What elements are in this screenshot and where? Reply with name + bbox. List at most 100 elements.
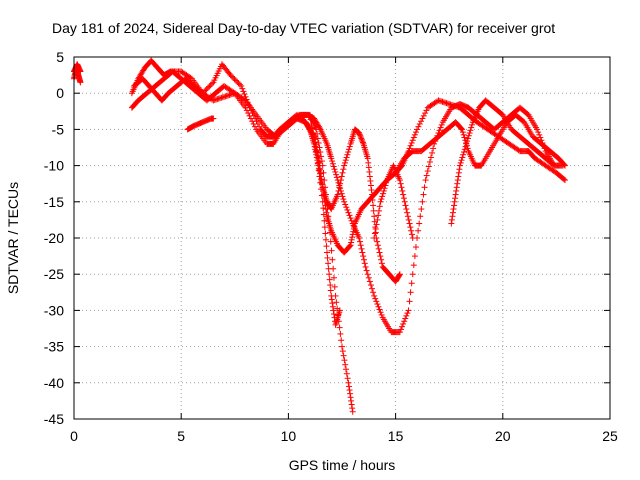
data-point [323, 243, 330, 250]
data-point [210, 115, 217, 122]
data-point [423, 172, 430, 179]
data-point [407, 224, 414, 231]
data-point [324, 206, 331, 213]
data-point [376, 203, 383, 210]
data-point [358, 245, 365, 252]
data-point [461, 134, 468, 141]
y-tick-label: -40 [44, 375, 64, 391]
data-point [359, 249, 366, 256]
data-point [459, 126, 466, 133]
data-point [371, 292, 378, 299]
data-point [337, 187, 344, 194]
data-point [396, 272, 403, 279]
data-point [321, 177, 328, 184]
data-point [420, 191, 427, 198]
data-point [321, 217, 328, 224]
data-point [356, 238, 363, 245]
data-point [450, 206, 457, 213]
data-point [380, 190, 387, 197]
data-point [420, 112, 427, 119]
data-point [468, 121, 475, 128]
data-point [466, 130, 473, 137]
data-point [330, 163, 337, 170]
data-point [412, 244, 419, 251]
data-point [311, 139, 318, 146]
data-point [460, 149, 467, 156]
data-point [331, 283, 338, 290]
data-point [408, 280, 415, 287]
data-point [243, 107, 250, 114]
data-point [400, 191, 407, 198]
data-point [376, 249, 383, 256]
data-point [356, 235, 363, 241]
data-point [412, 129, 419, 136]
data-point [400, 195, 407, 202]
data-point [329, 256, 336, 263]
data-point [329, 158, 336, 165]
data-point [325, 260, 332, 267]
data-point [344, 206, 351, 213]
data-point [339, 348, 346, 355]
data-point [378, 256, 385, 263]
data-point [422, 177, 429, 184]
data-point [404, 209, 411, 216]
data-point [344, 151, 351, 158]
data-point [348, 217, 355, 224]
data-point [316, 173, 323, 180]
axis-ticks: 0 5 10 15 20 25 5 0 -5 -10 -15 -20 -25 -30 -35 -40 -45 [44, 49, 618, 444]
data-point [340, 352, 347, 359]
data-point [318, 158, 325, 165]
data-point [365, 164, 372, 171]
data-point [327, 238, 334, 245]
data-point [307, 116, 314, 123]
data-point [249, 118, 256, 125]
data-point [329, 160, 336, 167]
data-point [449, 209, 456, 216]
data-point [399, 323, 406, 330]
data-point [452, 195, 459, 202]
data-point [365, 274, 372, 281]
data-point [338, 337, 345, 344]
series-trace-k [371, 162, 416, 241]
data-point [318, 153, 325, 160]
data-point [417, 213, 424, 220]
data-point [396, 271, 403, 278]
data-point [429, 149, 436, 156]
data-point [407, 289, 414, 296]
data-point [336, 324, 343, 331]
data-point [405, 216, 412, 223]
data-point [337, 330, 344, 337]
data-point [319, 162, 326, 169]
data-point [345, 146, 352, 153]
data-point [463, 140, 470, 147]
data-point [464, 138, 471, 145]
data-point [560, 176, 567, 183]
data-point [377, 198, 384, 205]
data-point [328, 292, 335, 299]
series-trace-j [184, 115, 217, 133]
data-point [436, 127, 443, 134]
data-point [339, 343, 345, 350]
data-point [408, 227, 415, 234]
data-point [409, 271, 416, 278]
data-point [314, 130, 321, 137]
data-point [382, 182, 389, 189]
data-point [371, 235, 378, 241]
data-point [209, 80, 216, 87]
data-point [338, 173, 345, 180]
data-point [459, 129, 466, 136]
data-point [232, 77, 239, 84]
data-point [404, 310, 411, 317]
data-point [368, 187, 375, 194]
data-point [373, 298, 380, 305]
data-point [207, 82, 214, 89]
data-point [372, 225, 379, 232]
data-point [318, 192, 325, 199]
data-point [346, 212, 353, 219]
data-point [370, 289, 377, 296]
data-point [373, 221, 380, 228]
data-point [462, 143, 469, 150]
data-point [364, 271, 371, 278]
data-point [375, 212, 382, 219]
data-point [410, 262, 417, 269]
